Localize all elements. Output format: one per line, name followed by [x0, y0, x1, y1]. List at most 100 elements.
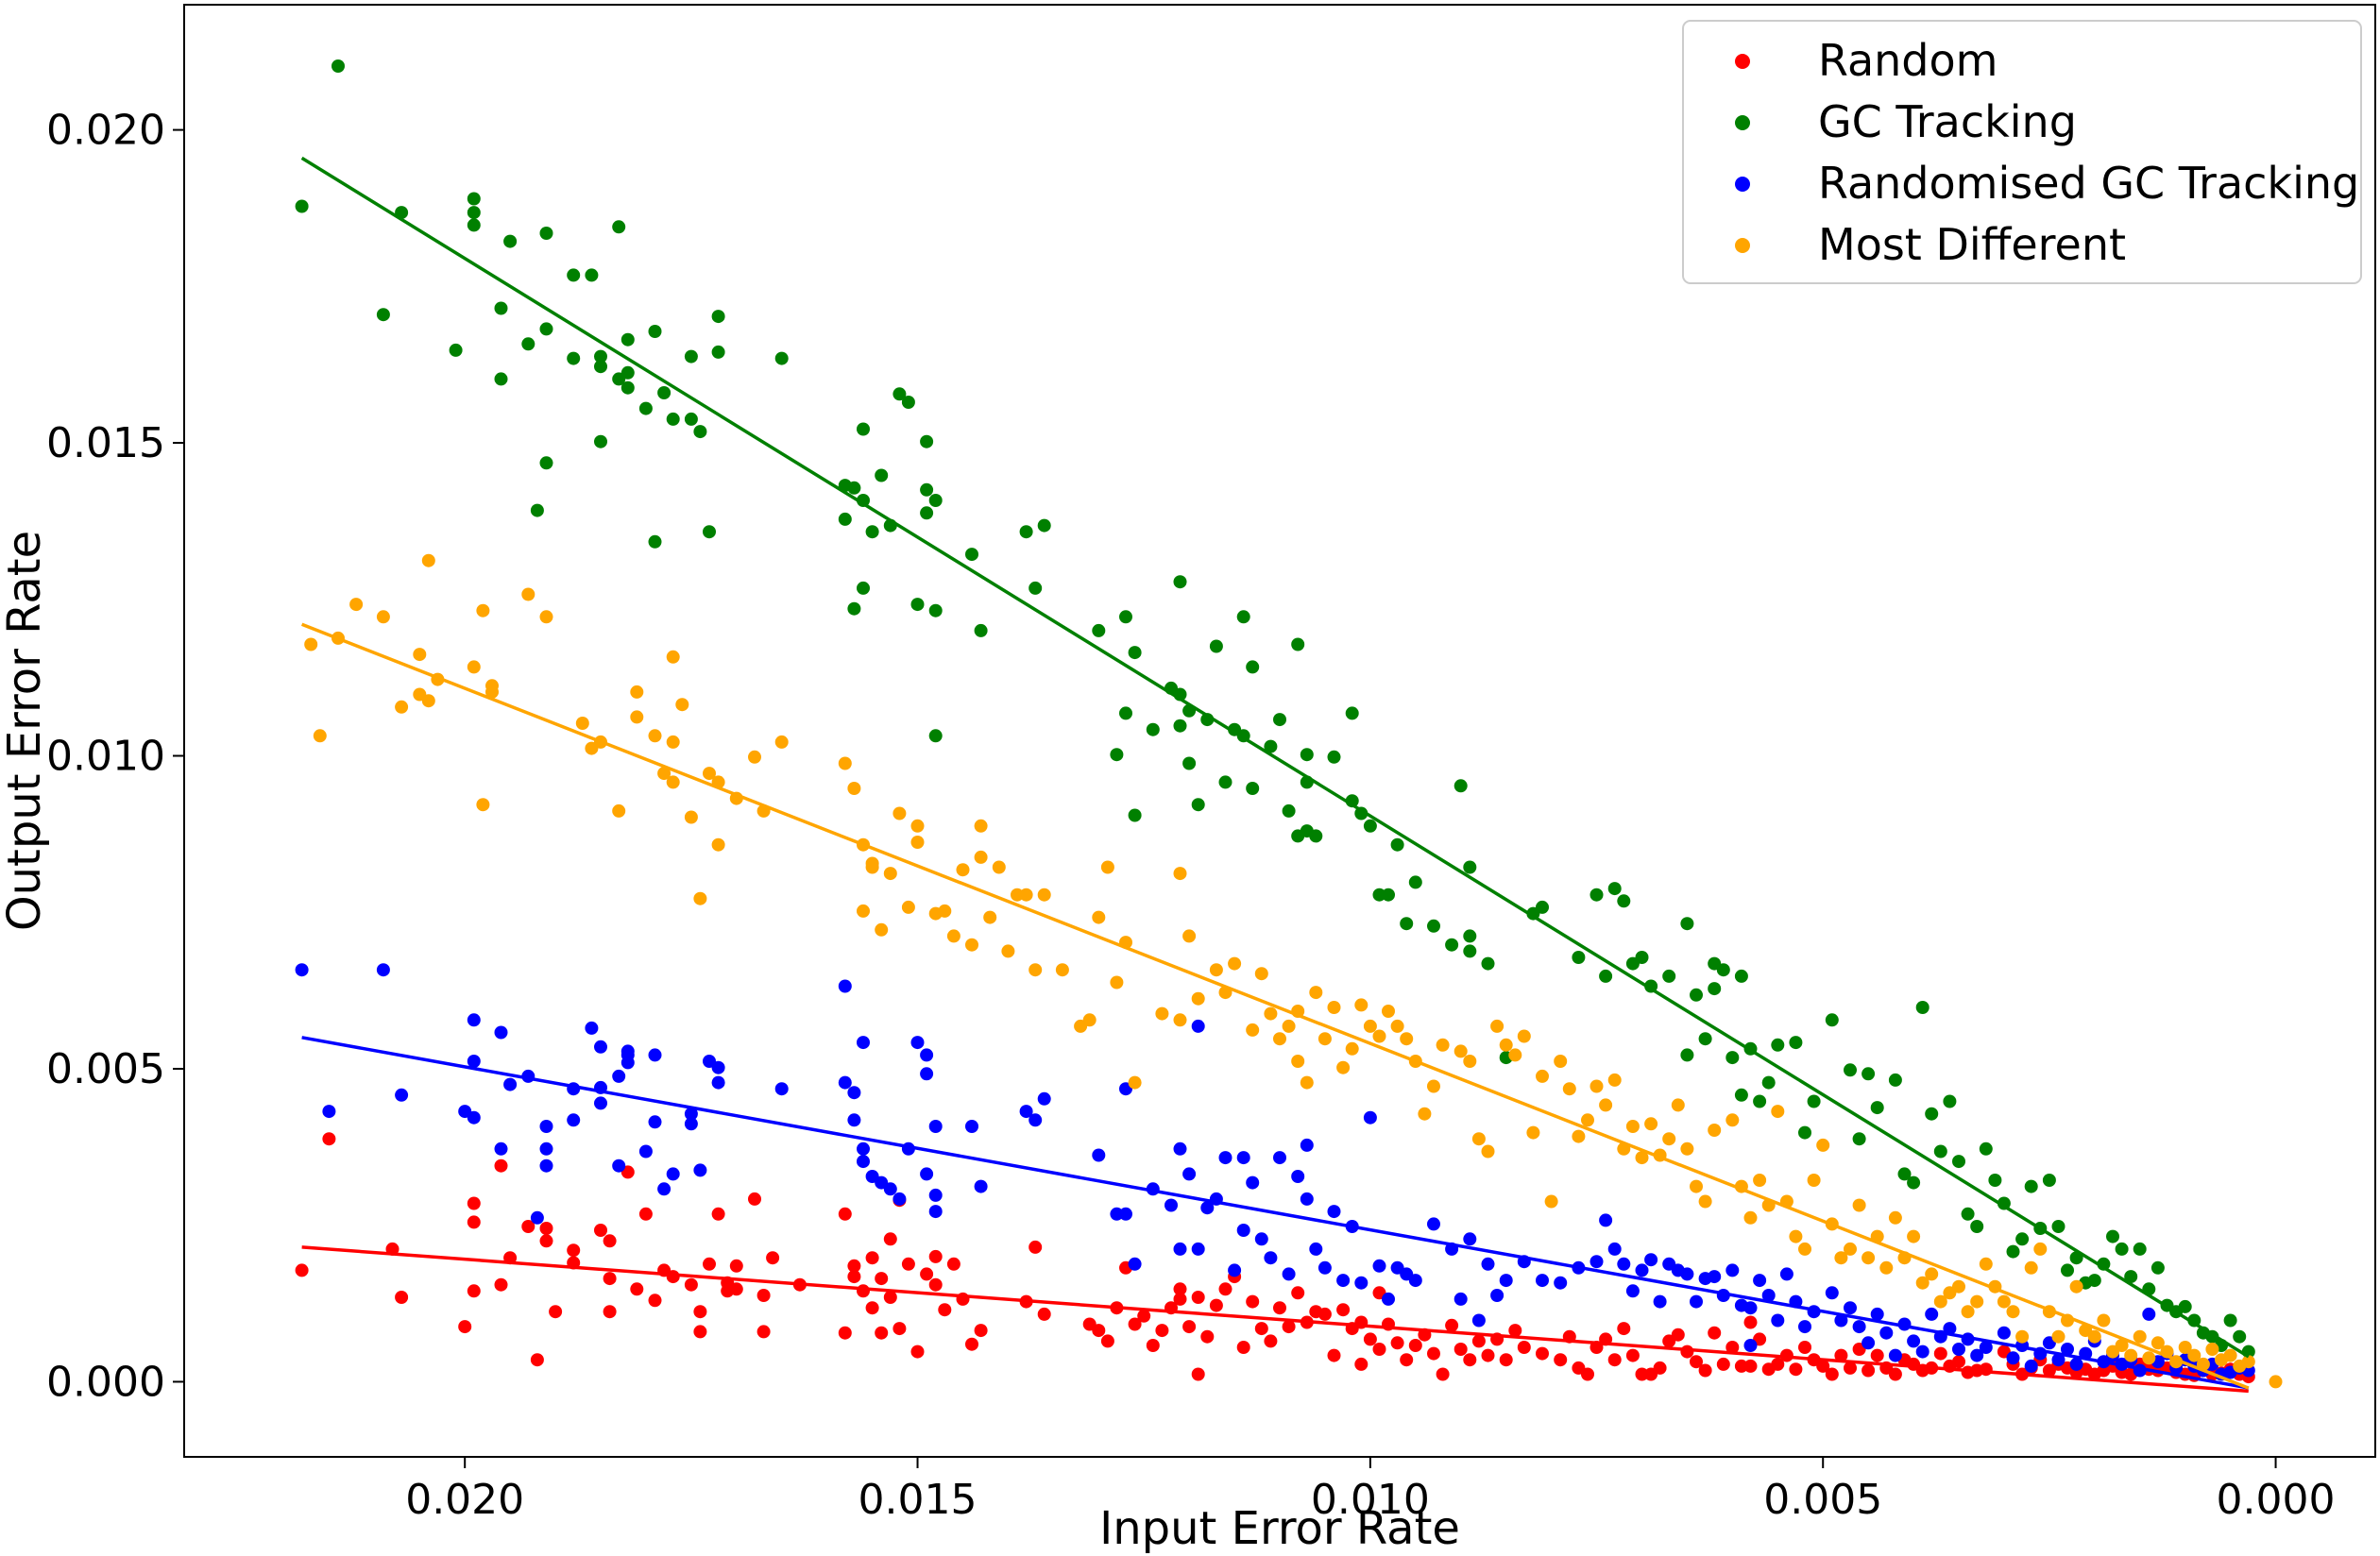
data-point-most-different — [1427, 1079, 1440, 1093]
data-point-most-different — [1807, 1174, 1821, 1187]
data-point-random — [1554, 1353, 1568, 1367]
data-point-gc-tracking — [1128, 646, 1142, 660]
data-point-randomised-gc-tracking — [1888, 1348, 1902, 1362]
data-point-randomised-gc-tracking — [1825, 1286, 1839, 1300]
data-point-random — [838, 1207, 852, 1221]
data-point-random — [965, 1337, 978, 1351]
data-point-gc-tracking — [376, 308, 390, 322]
data-point-randomised-gc-tracking — [1463, 1232, 1477, 1246]
data-point-random — [1092, 1324, 1106, 1338]
data-point-random — [711, 1207, 725, 1221]
fit-line-random — [301, 1245, 2249, 1394]
data-point-random — [1743, 1315, 1758, 1329]
data-point-randomised-gc-tracking — [711, 1060, 725, 1074]
data-point-gc-tracking — [974, 623, 988, 637]
data-point-random — [1635, 1367, 1649, 1381]
data-point-randomised-gc-tracking — [838, 1075, 852, 1090]
data-point-most-different — [1082, 1013, 1096, 1027]
data-point-random — [1100, 1334, 1114, 1348]
data-point-most-different — [1680, 1142, 1694, 1156]
data-point-randomised-gc-tracking — [1590, 1255, 1604, 1269]
data-point-randomised-gc-tracking — [594, 1040, 607, 1054]
data-point-most-different — [2133, 1329, 2147, 1344]
data-point-gc-tracking — [1979, 1142, 1993, 1156]
data-point-gc-tracking — [875, 468, 889, 482]
data-point-random — [1363, 1332, 1377, 1346]
data-point-random — [395, 1291, 409, 1304]
data-point-randomised-gc-tracking — [539, 1120, 553, 1133]
data-point-gc-tracking — [1300, 748, 1314, 762]
data-point-randomised-gc-tracking — [2051, 1353, 2066, 1367]
data-point-random — [1236, 1341, 1250, 1354]
data-point-most-different — [2097, 1313, 2111, 1328]
data-point-random — [946, 1257, 960, 1271]
data-point-most-different — [1771, 1105, 1785, 1119]
data-point-randomised-gc-tracking — [1834, 1313, 1848, 1328]
data-point-most-different — [1862, 1251, 1876, 1265]
data-point-randomised-gc-tracking — [1879, 1326, 1894, 1340]
data-point-random — [756, 1325, 771, 1339]
data-point-most-different — [1055, 963, 1069, 977]
data-point-random — [1336, 1303, 1351, 1317]
data-point-gc-tracking — [620, 332, 635, 347]
data-point-most-different — [1907, 1229, 1921, 1243]
data-point-gc-tracking — [594, 349, 607, 364]
data-point-gc-tracking — [530, 503, 544, 517]
data-point-randomised-gc-tracking — [1607, 1242, 1622, 1256]
data-point-most-different — [1816, 1138, 1830, 1152]
data-point-randomised-gc-tracking — [693, 1163, 707, 1177]
data-point-gc-tracking — [711, 310, 725, 324]
data-point-random — [729, 1259, 743, 1273]
data-point-random — [1354, 1357, 1368, 1371]
fit-line-randomised-gc-tracking — [301, 1036, 2250, 1390]
data-point-gc-tracking — [847, 601, 861, 616]
data-point-random — [883, 1291, 897, 1304]
legend-label-gc-tracking: GC Tracking — [1818, 96, 2077, 147]
data-point-most-different — [883, 867, 897, 881]
data-point-gc-tracking — [1915, 1001, 1930, 1014]
data-point-most-different — [1037, 888, 1051, 902]
data-point-most-different — [711, 837, 725, 852]
data-point-randomised-gc-tracking — [1327, 1205, 1341, 1219]
data-point-gc-tracking — [1481, 956, 1495, 971]
legend-item-random: Random — [1735, 35, 1998, 86]
data-point-random — [938, 1303, 952, 1317]
data-point-most-different — [774, 735, 789, 749]
data-point-random — [1173, 1282, 1187, 1296]
data-point-random — [756, 1289, 771, 1302]
data-point-random — [910, 1345, 925, 1359]
data-point-random — [1825, 1367, 1839, 1381]
data-point-random — [1191, 1367, 1205, 1381]
data-point-gc-tracking — [892, 387, 907, 401]
data-point-randomised-gc-tracking — [1282, 1267, 1296, 1281]
data-point-random — [1508, 1324, 1522, 1338]
data-point-randomised-gc-tracking — [2069, 1357, 2083, 1371]
data-point-most-different — [395, 700, 409, 714]
data-point-randomised-gc-tracking — [322, 1105, 336, 1119]
data-point-gc-tracking — [567, 268, 581, 282]
data-point-gc-tracking — [1173, 575, 1187, 589]
data-point-random — [974, 1324, 988, 1338]
data-point-most-different — [1209, 963, 1223, 977]
data-point-gc-tracking — [1925, 1107, 1939, 1121]
data-point-gc-tracking — [1698, 1032, 1712, 1046]
data-point-random — [1372, 1343, 1386, 1356]
data-point-most-different — [1490, 1019, 1504, 1033]
data-point-random — [603, 1305, 617, 1319]
legend-label-randomised-gc-tracking: Randomised GC Tracking — [1818, 158, 2359, 209]
series-randomised-gc-tracking — [295, 963, 2255, 1381]
data-point-randomised-gc-tracking — [1273, 1151, 1286, 1165]
data-point-random — [530, 1353, 544, 1367]
data-point-gc-tracking — [620, 365, 635, 380]
data-point-most-different — [865, 856, 879, 871]
data-point-random — [1625, 1348, 1640, 1362]
data-point-random — [1445, 1318, 1459, 1332]
data-point-randomised-gc-tracking — [1952, 1343, 1965, 1356]
data-point-gc-tracking — [1037, 518, 1051, 533]
data-point-random — [1155, 1324, 1169, 1338]
data-point-gc-tracking — [684, 412, 698, 426]
data-point-gc-tracking — [1943, 1094, 1957, 1108]
y-axis-label: Output Error Rate — [0, 531, 51, 931]
data-point-gc-tracking — [521, 337, 536, 351]
data-point-randomised-gc-tracking — [1644, 1253, 1658, 1267]
